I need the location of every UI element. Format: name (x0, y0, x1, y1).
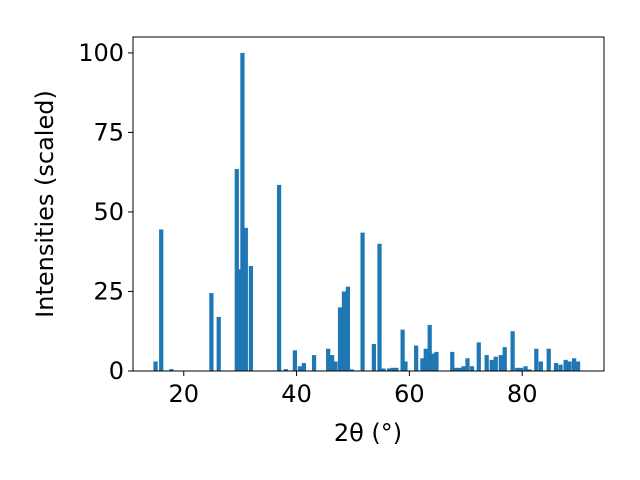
bar (297, 366, 303, 371)
bar (381, 368, 386, 371)
bar (502, 347, 507, 371)
bar (386, 368, 392, 371)
y-tick-label: 75 (93, 118, 124, 146)
bar (567, 361, 572, 371)
bar (159, 229, 164, 371)
bar (434, 351, 439, 371)
bar (292, 350, 297, 371)
bar (558, 364, 563, 371)
y-tick-label: 100 (78, 39, 124, 67)
bar (427, 324, 432, 371)
bar (248, 266, 254, 371)
plot-frame (132, 36, 605, 372)
bar (330, 355, 335, 371)
bar (341, 291, 347, 371)
bar (420, 358, 425, 371)
y-axis-ticks: 0 25 50 75 100 (78, 39, 133, 385)
x-axis-ticks: 20 40 60 80 (168, 371, 537, 408)
bar (553, 363, 559, 371)
bar (243, 227, 248, 371)
bar (301, 363, 307, 371)
bar (216, 316, 221, 371)
bar (465, 358, 470, 371)
bar (394, 367, 399, 371)
bar (534, 348, 539, 371)
bar (518, 367, 524, 371)
x-tick-label: 60 (394, 380, 425, 408)
bar (169, 369, 174, 371)
bar (153, 361, 158, 371)
bar (453, 367, 458, 371)
bar (209, 293, 214, 371)
bar (345, 286, 351, 371)
bar (430, 353, 435, 371)
y-tick-label: 50 (93, 198, 124, 226)
bar (390, 367, 395, 371)
bar (498, 355, 503, 371)
bar (450, 351, 455, 371)
bar (484, 355, 489, 371)
bar (527, 369, 532, 371)
bar (237, 269, 242, 371)
bar (283, 369, 288, 371)
bar (575, 361, 581, 371)
x-axis-title: 2θ (°) (334, 419, 402, 447)
bar (461, 366, 466, 371)
bar (523, 366, 528, 371)
bar (538, 361, 543, 371)
bar (476, 342, 481, 371)
x-tick-label: 20 (168, 380, 199, 408)
bar (571, 358, 577, 371)
bar (276, 184, 282, 371)
bar (333, 361, 338, 371)
y-tick-label: 25 (93, 277, 124, 305)
bar (469, 366, 475, 371)
y-axis-title: Intensities (scaled) (31, 90, 59, 318)
bar (337, 307, 343, 371)
bar (360, 232, 365, 371)
bar (377, 243, 382, 371)
bar-series (153, 52, 581, 372)
bar (414, 345, 419, 371)
x-tick-label: 80 (507, 380, 538, 408)
bar (510, 331, 515, 371)
bar (349, 369, 354, 371)
bar (423, 348, 428, 371)
bar (326, 348, 331, 371)
bar (457, 367, 462, 371)
bar (234, 169, 239, 371)
y-tick-label: 0 (109, 357, 124, 385)
bar (371, 343, 376, 371)
bar (493, 356, 498, 371)
bar (403, 361, 408, 371)
bar (515, 367, 520, 371)
bar (400, 329, 405, 371)
bar (546, 348, 551, 371)
x-tick-label: 40 (281, 380, 312, 408)
bar (563, 359, 568, 371)
bar (240, 52, 245, 372)
bar (311, 355, 317, 371)
bar (489, 359, 494, 371)
